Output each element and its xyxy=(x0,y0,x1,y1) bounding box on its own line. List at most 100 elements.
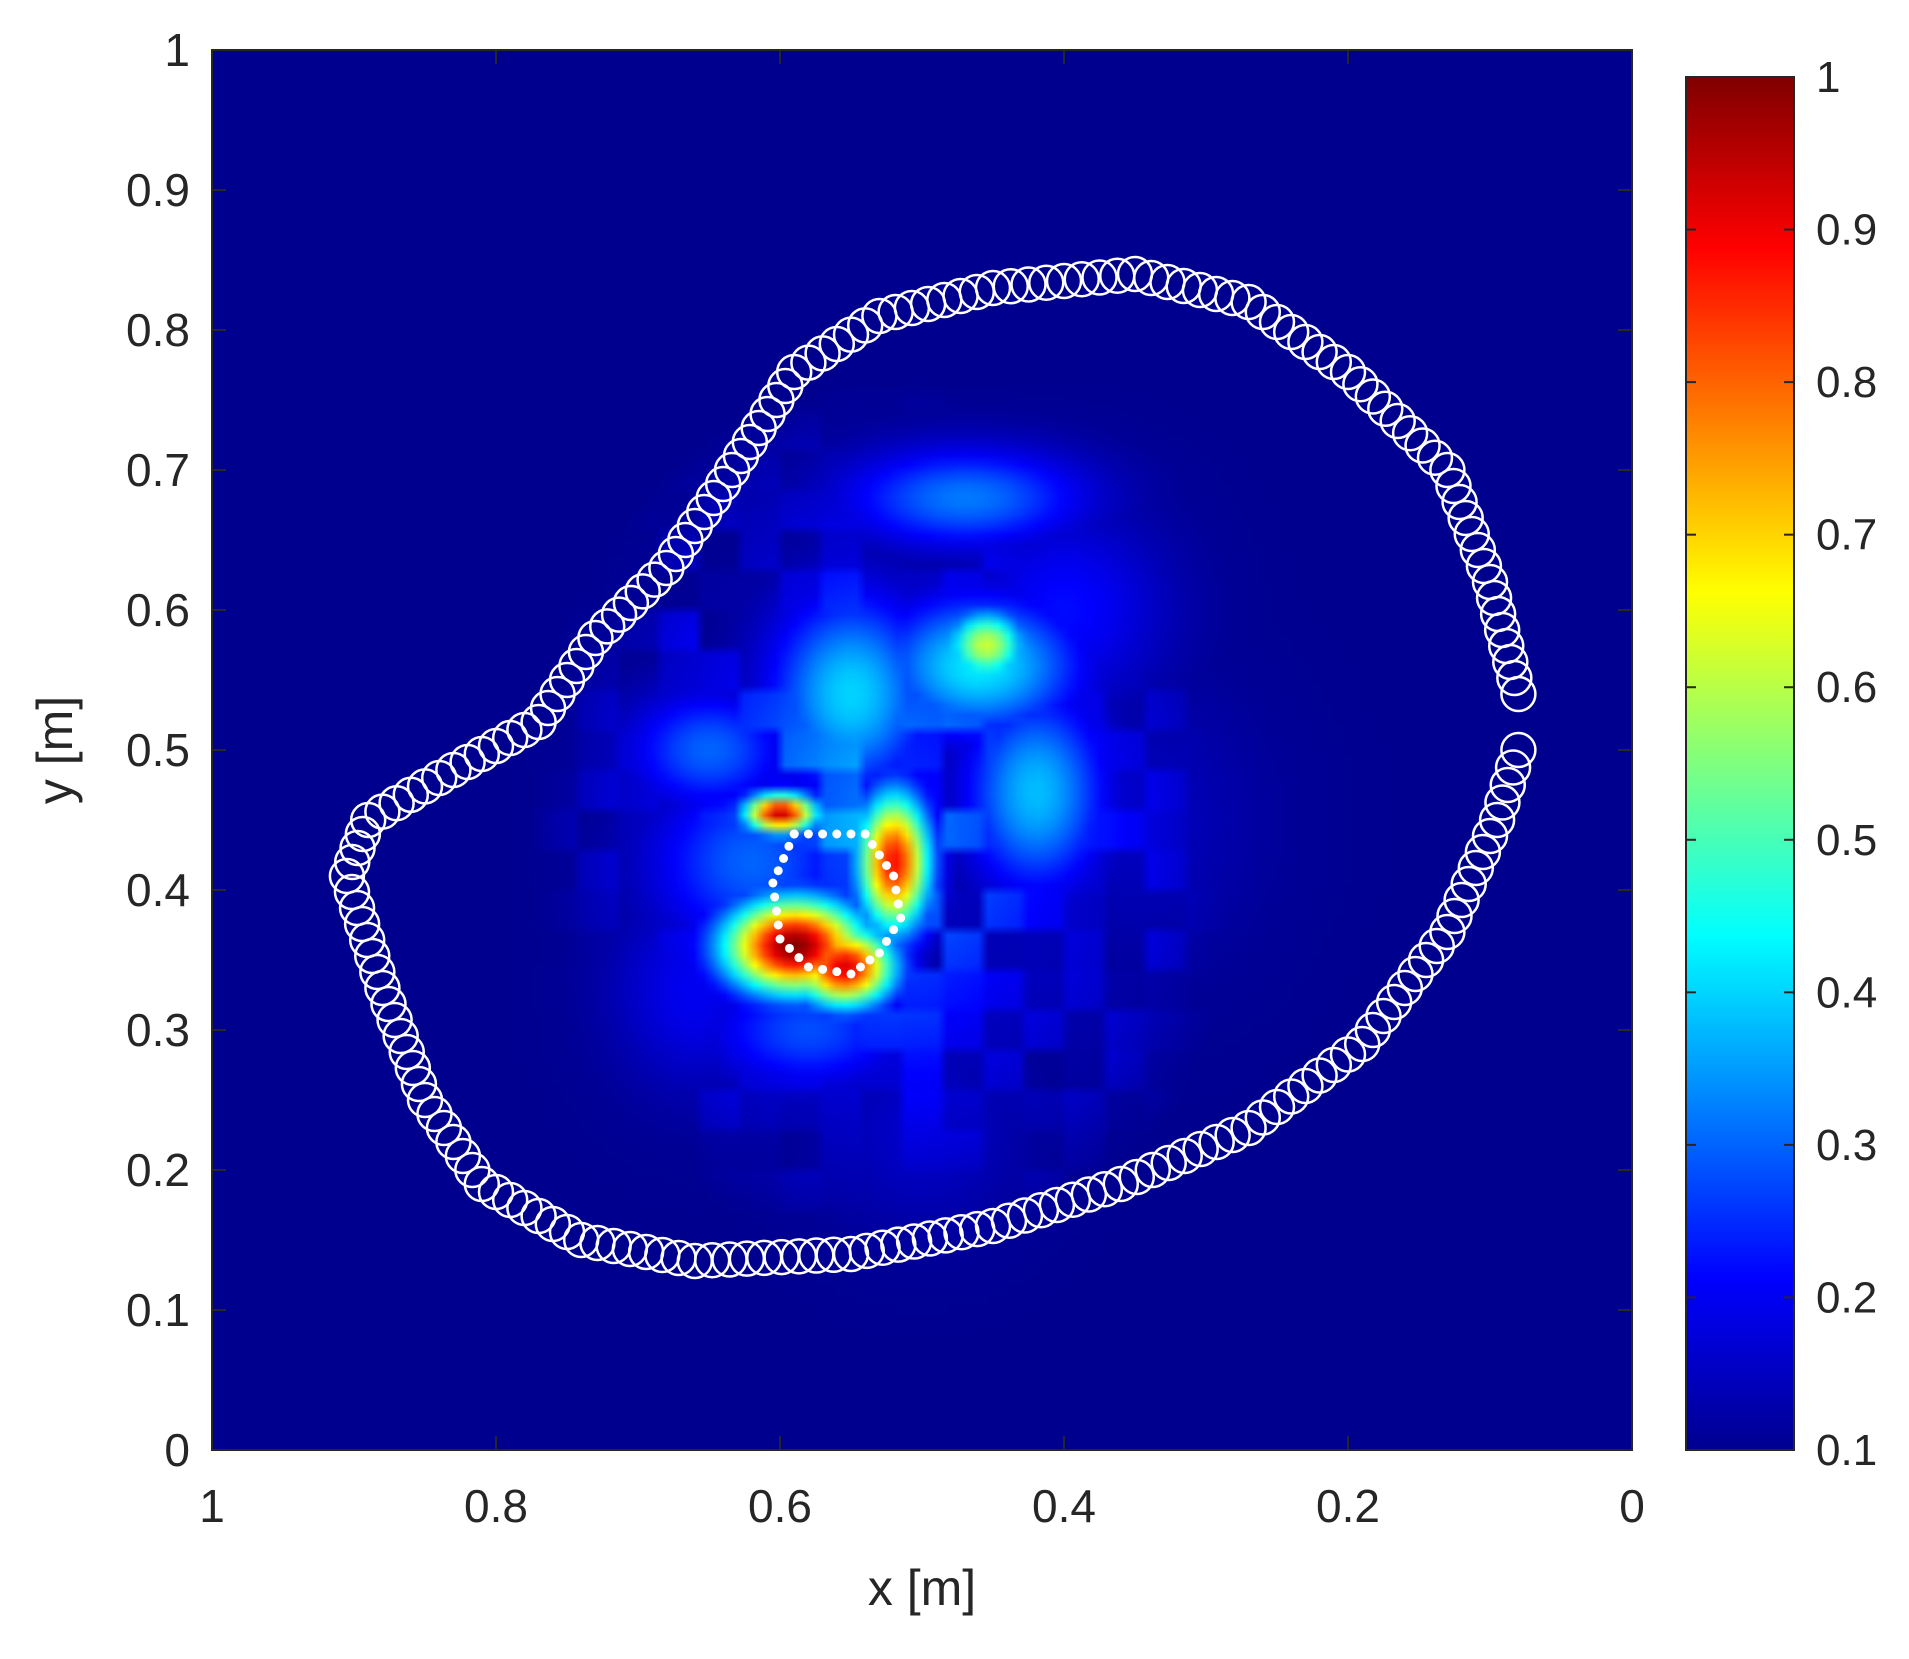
boundary-marker xyxy=(1429,451,1466,489)
y-tick-label: 0.5 xyxy=(126,724,190,776)
y-tick-label: 0.2 xyxy=(126,1144,190,1196)
boundary-marker xyxy=(1315,1046,1353,1084)
y-tick-label: 0.3 xyxy=(126,1004,190,1056)
x-tick-label: 0.4 xyxy=(1032,1480,1096,1532)
boundary-marker xyxy=(1441,483,1478,521)
boundary-marker xyxy=(877,293,914,331)
boundary-marker xyxy=(1028,264,1065,301)
colorbar-tick-label: 0.7 xyxy=(1816,511,1877,560)
boundary-marker xyxy=(1450,865,1487,903)
boundary-marker xyxy=(1494,749,1532,786)
boundary-marker xyxy=(1301,1057,1338,1094)
boundary-marker xyxy=(1182,1130,1219,1168)
colorbar: 1 0.9 0.8 0.7 0.6 0.5 0.4 0.3 0.2 0.1 xyxy=(1685,53,1877,1475)
boundary-marker xyxy=(1489,766,1526,804)
boundary-marker xyxy=(1354,378,1392,415)
colorbar-tick-label: 0.8 xyxy=(1816,358,1877,407)
colorbar-ticks: 1 0.9 0.8 0.7 0.6 0.5 0.4 0.3 0.2 0.1 xyxy=(1686,53,1877,1475)
colorbar-tick-label: 0.1 xyxy=(1816,1426,1877,1475)
boundary-marker xyxy=(1416,439,1454,476)
boundary-marker xyxy=(1258,1088,1296,1126)
y-tick-label: 0.9 xyxy=(126,164,190,216)
x-tick-label: 0.8 xyxy=(464,1480,528,1532)
boundary-marker xyxy=(1230,1109,1267,1147)
outline-dot xyxy=(846,829,856,839)
boundary-marker xyxy=(1471,563,1509,601)
boundary-marker xyxy=(588,608,626,645)
x-axis: 1 0.8 0.6 0.4 0.2 0 xyxy=(199,50,1645,1532)
boundary-marker xyxy=(370,985,407,1023)
outline-dot xyxy=(846,969,856,979)
boundary-marker xyxy=(1010,266,1047,303)
outline-dot xyxy=(818,829,828,839)
colorbar-tick-label: 0.6 xyxy=(1816,663,1877,712)
colorbar-tick-label: 1 xyxy=(1816,53,1840,102)
outline-dot xyxy=(794,953,804,963)
boundary-marker xyxy=(636,561,673,598)
boundary-marker xyxy=(1063,261,1100,298)
outline-dot xyxy=(832,829,842,839)
boundary-marker xyxy=(1166,1137,1203,1175)
boundary-marker xyxy=(1086,1171,1124,1208)
colorbar-tick-label: 0.2 xyxy=(1816,1273,1877,1322)
boundary-marker xyxy=(376,1001,413,1039)
outline-dot xyxy=(771,906,781,916)
boundary-marker xyxy=(1464,833,1502,871)
boundary-marker xyxy=(1354,1011,1392,1049)
boundary-marker xyxy=(1214,1116,1251,1154)
boundary-marker xyxy=(400,1065,438,1103)
boundary-marker xyxy=(1054,1181,1092,1218)
boundary-marker xyxy=(1150,1144,1187,1182)
boundary-marker xyxy=(1045,262,1083,300)
y-tick-label: 1 xyxy=(164,24,190,76)
outline-dot xyxy=(891,885,901,895)
boundary-marker xyxy=(382,1017,419,1055)
colorbar-tick-label: 0.3 xyxy=(1816,1121,1877,1170)
colorbar-tick-label: 0.9 xyxy=(1816,206,1877,255)
outline-dot xyxy=(882,861,891,870)
boundary-marker xyxy=(1465,547,1503,585)
outline-dot xyxy=(874,850,884,860)
boundary-marker xyxy=(1198,1123,1235,1161)
outline-dot xyxy=(865,955,875,965)
plot-area xyxy=(211,49,1633,1451)
boundary-marker xyxy=(1478,801,1516,839)
boundary-marker xyxy=(359,953,396,991)
boundary-marker xyxy=(1081,259,1118,296)
outline-dot xyxy=(882,936,891,946)
y-tick-label: 0.8 xyxy=(126,304,190,356)
boundary-marker xyxy=(1375,983,1413,1021)
boundary-marker xyxy=(612,584,650,622)
boundary-marker xyxy=(1272,1078,1310,1115)
boundary-marker xyxy=(1471,817,1509,855)
x-tick-label: 0 xyxy=(1619,1480,1645,1532)
boundary-marker xyxy=(1484,784,1521,821)
y-tick-label: 0.1 xyxy=(126,1284,190,1336)
boundary-marker xyxy=(1006,1197,1044,1234)
outline-dot xyxy=(889,925,899,935)
outline-dot xyxy=(779,854,789,863)
boundary-marker xyxy=(600,596,638,633)
overlay-layer xyxy=(328,255,1537,1280)
outline-dot xyxy=(889,871,899,881)
boundary-marker xyxy=(1099,257,1136,294)
outline-dot xyxy=(784,841,794,851)
x-tick-label: 1 xyxy=(199,1480,225,1532)
boundary-marker xyxy=(974,1207,1012,1245)
colorbar-tick-label: 0.4 xyxy=(1816,968,1877,1017)
boundary-marker xyxy=(364,969,401,1007)
outline-dot xyxy=(860,829,870,839)
outline-dot xyxy=(784,943,794,953)
outline-dot xyxy=(773,920,783,930)
boundary-marker xyxy=(1397,955,1434,993)
outline-dot xyxy=(768,878,778,888)
boundary-marker xyxy=(1436,897,1473,935)
outline-dot xyxy=(789,829,799,839)
outline-dot xyxy=(867,840,877,849)
boundary-marker xyxy=(1038,1186,1076,1224)
colorbar-tick-label: 0.5 xyxy=(1816,816,1877,865)
heatmap-intensity xyxy=(212,50,1632,1450)
boundary-marker xyxy=(1022,1192,1060,1229)
boundary-marker xyxy=(1367,390,1404,427)
boundary-marker xyxy=(1459,531,1497,569)
